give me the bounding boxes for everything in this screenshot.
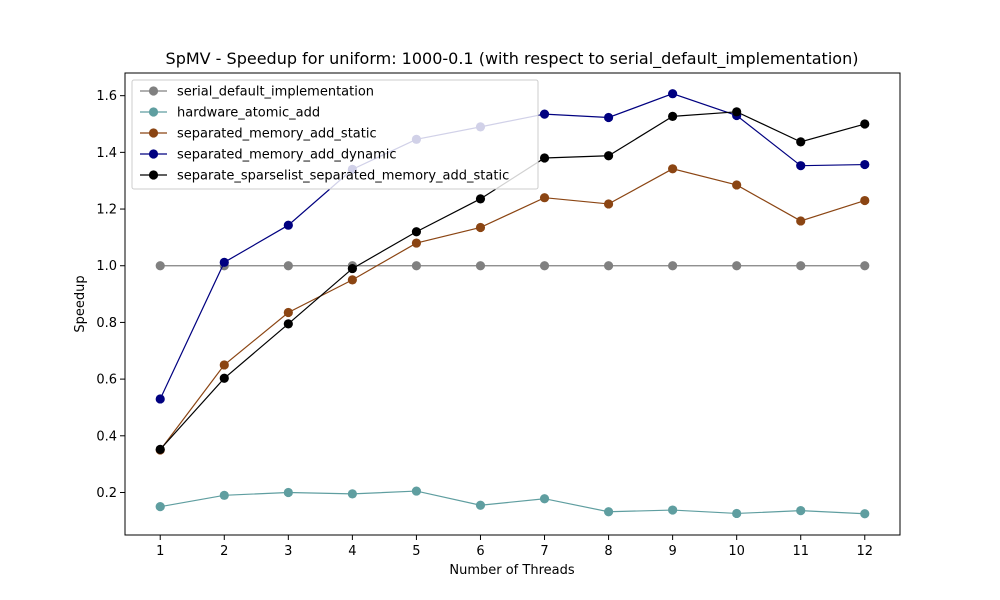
plot-area-frame — [124, 72, 901, 536]
x-tick-label: 2 — [220, 544, 228, 559]
data-point-separate-sparselist-separated-memory-add-static — [219, 373, 229, 383]
x-tick-label: 12 — [856, 544, 873, 559]
data-point-separate-sparselist-separated-memory-add-static — [860, 119, 870, 129]
data-point-separated-memory-add-static — [796, 216, 806, 226]
data-point-serial-default-implementation — [475, 261, 486, 271]
x-axis-label: Number of Threads — [449, 563, 574, 578]
data-point-hardware-atomic-add — [539, 494, 550, 504]
y-tick-label: 1.6 — [96, 89, 117, 104]
data-point-hardware-atomic-add — [732, 508, 742, 519]
data-point-serial-default-implementation — [411, 261, 422, 271]
data-point-serial-default-implementation — [603, 261, 614, 271]
data-point-separate-sparselist-separated-memory-add-static — [603, 151, 614, 161]
data-point-hardware-atomic-add — [860, 509, 870, 519]
y-axis-ticks: 0.2 0.4 0.6 0.8 1.0 1.2 1.4 1.6 — [96, 89, 125, 501]
data-point-separate-sparselist-separated-memory-add-static — [347, 263, 357, 274]
x-tick-label: 3 — [284, 544, 292, 559]
data-point-separate-sparselist-separated-memory-add-static — [796, 137, 806, 147]
x-tick-label: 5 — [412, 544, 420, 559]
y-tick-label: 1.2 — [96, 203, 117, 218]
data-point-separate-sparselist-separated-memory-add-static — [732, 107, 742, 117]
y-axis-label: Speedup — [73, 275, 88, 332]
data-point-separated-memory-add-dynamic — [603, 112, 614, 123]
x-tick-label: 9 — [668, 544, 676, 559]
legend-label: separated_memory_add_static — [177, 127, 377, 142]
data-point-separate-sparselist-separated-memory-add-static — [283, 319, 293, 329]
x-tick-label: 4 — [348, 544, 356, 559]
x-tick-label: 6 — [476, 544, 484, 559]
data-point-separated-memory-add-static — [539, 193, 550, 203]
series-line-hardware-atomic-add — [160, 490, 865, 515]
x-axis-ticks: 1 2 3 4 5 6 7 8 9 10 11 12 — [156, 535, 873, 559]
series-layer — [155, 89, 870, 519]
chart-title: SpMV - Speedup for uniform: 1000-0.1 (wi… — [166, 49, 859, 69]
data-point-separated-memory-add-dynamic — [668, 89, 678, 99]
legend: serial_default_implementation hardware_at… — [131, 79, 539, 190]
data-point-hardware-atomic-add — [796, 506, 806, 516]
data-point-separated-memory-add-dynamic — [796, 161, 806, 171]
y-tick-label: 1.4 — [96, 146, 117, 161]
legend-marker — [148, 149, 159, 159]
data-point-serial-default-implementation — [732, 261, 742, 271]
data-point-separated-memory-add-static — [283, 307, 293, 318]
data-point-hardware-atomic-add — [283, 487, 293, 498]
data-point-separate-sparselist-separated-memory-add-static — [411, 227, 422, 237]
data-point-serial-default-implementation — [668, 261, 678, 271]
data-point-separate-sparselist-separated-memory-add-static — [539, 153, 550, 163]
data-point-serial-default-implementation — [283, 261, 293, 271]
data-point-separated-memory-add-static — [411, 238, 422, 248]
y-tick-label: 0.2 — [96, 486, 117, 501]
data-point-separated-memory-add-dynamic — [219, 257, 229, 267]
data-point-hardware-atomic-add — [219, 490, 229, 500]
data-point-serial-default-implementation — [860, 261, 870, 271]
series-line-separated-memory-add-static — [159, 168, 865, 451]
x-tick-label: 10 — [728, 544, 745, 559]
legend-marker — [148, 170, 159, 180]
x-tick-label: 8 — [604, 544, 612, 559]
legend-label: separate_sparselist_separated_memory_add… — [177, 169, 509, 184]
x-tick-label: 1 — [156, 544, 164, 559]
data-point-hardware-atomic-add — [668, 505, 678, 515]
legend-label: separated_memory_add_dynamic — [177, 148, 397, 163]
data-point-separated-memory-add-static — [475, 222, 486, 233]
x-tick-label: 7 — [540, 544, 548, 559]
data-point-separated-memory-add-static — [860, 195, 870, 206]
data-point-serial-default-implementation — [155, 261, 165, 271]
data-point-separated-memory-add-static — [347, 275, 357, 285]
data-point-serial-default-implementation — [539, 261, 550, 271]
data-point-hardware-atomic-add — [347, 489, 357, 499]
data-point-hardware-atomic-add — [155, 502, 165, 512]
legend-marker — [148, 128, 159, 138]
data-point-hardware-atomic-add — [411, 486, 422, 496]
data-point-separated-memory-add-static — [668, 164, 678, 174]
data-point-separate-sparselist-separated-memory-add-static — [155, 444, 165, 455]
data-point-separated-memory-add-static — [603, 199, 614, 209]
y-tick-label: 1.0 — [96, 259, 117, 274]
y-tick-label: 0.8 — [96, 316, 117, 331]
data-point-separated-memory-add-dynamic — [283, 220, 293, 230]
data-point-separated-memory-add-dynamic — [155, 394, 165, 404]
legend-marker — [148, 86, 159, 96]
legend-box — [131, 79, 539, 190]
y-tick-label: 0.6 — [96, 373, 117, 388]
legend-marker — [148, 107, 159, 117]
data-point-separated-memory-add-static — [732, 180, 742, 190]
data-point-separated-memory-add-dynamic — [539, 109, 550, 119]
legend-label: hardware_atomic_add — [177, 106, 320, 121]
data-point-hardware-atomic-add — [603, 507, 614, 517]
data-point-separate-sparselist-separated-memory-add-static — [475, 194, 486, 204]
legend-label: serial_default_implementation — [177, 85, 374, 100]
data-point-separated-memory-add-dynamic — [860, 159, 870, 170]
data-point-separated-memory-add-static — [219, 360, 229, 370]
x-tick-label: 11 — [792, 544, 809, 559]
y-tick-label: 0.4 — [96, 429, 117, 444]
data-point-hardware-atomic-add — [475, 500, 486, 510]
data-point-separate-sparselist-separated-memory-add-static — [668, 111, 678, 121]
data-point-serial-default-implementation — [796, 261, 806, 271]
